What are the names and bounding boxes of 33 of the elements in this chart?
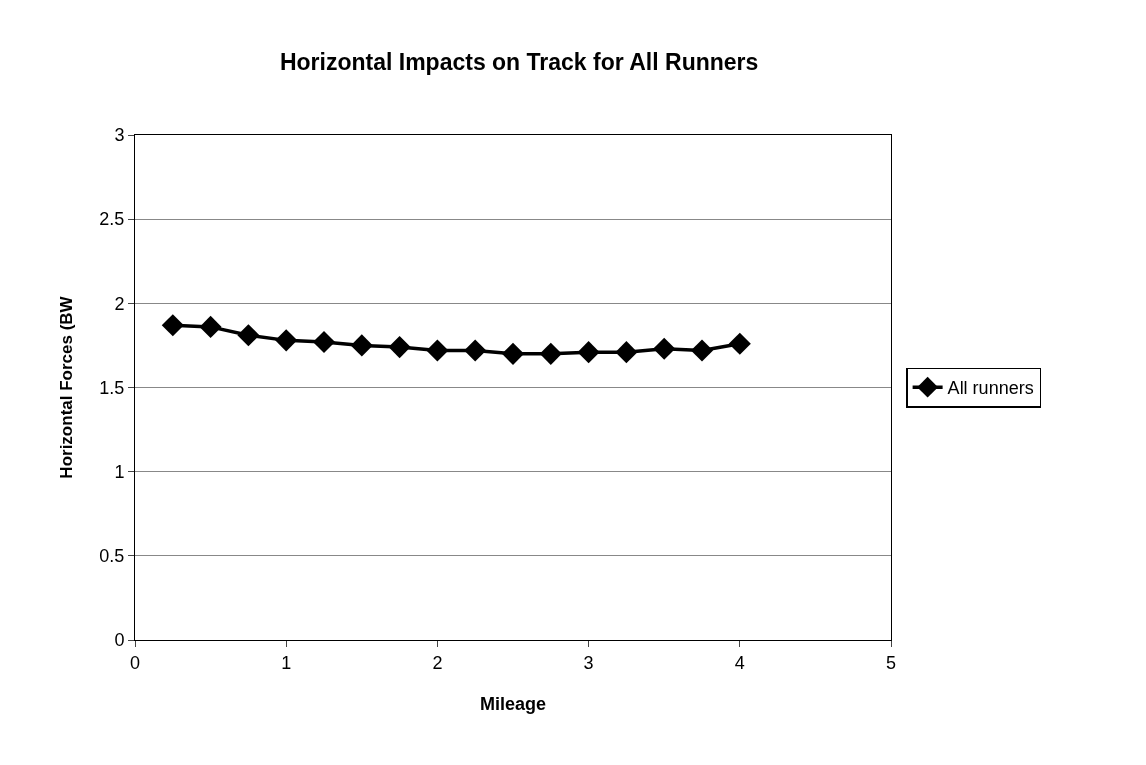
point xyxy=(161,314,184,337)
y-tick-label: 0 xyxy=(114,630,125,651)
x-tick-label: 5 xyxy=(885,652,897,673)
point xyxy=(350,334,373,357)
x-tick-label: 1 xyxy=(281,652,292,673)
y-tick-label: 2.5 xyxy=(99,209,125,230)
x-tick-label: 3 xyxy=(583,652,594,673)
point xyxy=(426,339,449,362)
y-tick-label: 1 xyxy=(114,461,125,482)
point xyxy=(237,324,260,347)
x-tick-label: 2 xyxy=(432,652,443,673)
point xyxy=(501,342,525,365)
x-axis-title: Mileage xyxy=(479,693,547,714)
point xyxy=(275,329,298,352)
point xyxy=(199,315,222,338)
point xyxy=(539,342,562,365)
point xyxy=(464,339,487,362)
point xyxy=(653,337,676,360)
point xyxy=(312,331,336,354)
y-axis-title: Horizontal Forces (BW xyxy=(56,295,76,479)
chart-title: Horizontal Impacts on Track for All Runners xyxy=(279,48,759,75)
y-tick-label: 2 xyxy=(114,293,125,314)
legend-label: All runners xyxy=(947,378,1034,399)
x-tick-label: 4 xyxy=(734,652,745,673)
point xyxy=(690,339,714,362)
point xyxy=(728,332,751,355)
point xyxy=(615,341,638,364)
y-tick-label: 3 xyxy=(114,125,125,146)
point xyxy=(388,336,411,359)
y-tick-label: 1.5 xyxy=(99,377,125,398)
point xyxy=(577,341,600,364)
y-tick-label: 0.5 xyxy=(99,546,125,567)
x-tick-label: 0 xyxy=(129,652,141,673)
